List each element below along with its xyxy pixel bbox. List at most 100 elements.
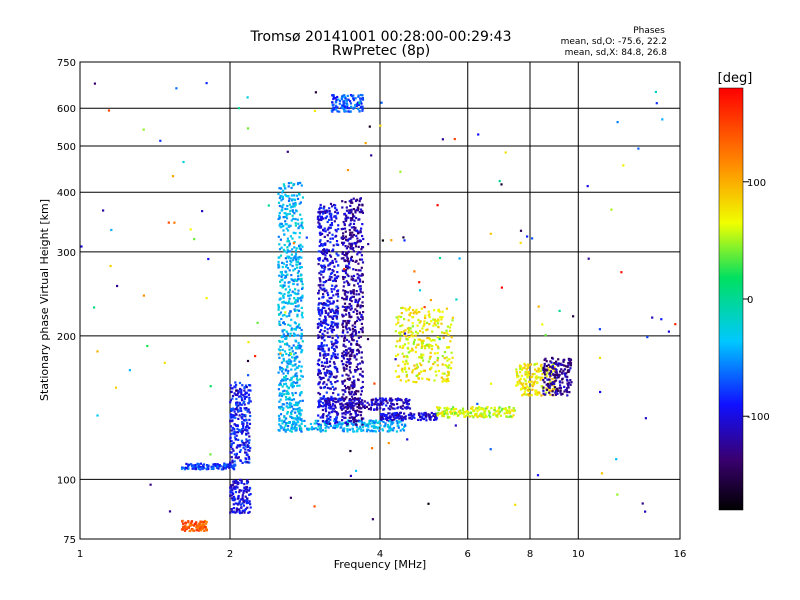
data-point <box>348 315 351 318</box>
data-point <box>325 360 329 363</box>
data-point <box>279 311 283 314</box>
data-point <box>561 392 564 395</box>
data-point <box>352 310 355 313</box>
data-point <box>351 404 354 408</box>
data-point <box>288 250 291 253</box>
data-point <box>332 248 335 251</box>
data-point <box>331 385 334 388</box>
data-point <box>357 350 360 353</box>
data-point <box>284 270 287 273</box>
data-point <box>375 400 378 404</box>
data-point <box>240 392 243 395</box>
data-point <box>294 334 297 337</box>
data-point <box>329 202 333 205</box>
data-point <box>335 275 338 278</box>
data-point <box>277 371 280 374</box>
data-point <box>412 341 416 344</box>
data-point <box>233 436 237 439</box>
data-point <box>282 357 285 360</box>
data-point <box>345 323 348 327</box>
data-point <box>291 427 294 430</box>
data-point <box>324 423 327 426</box>
data-point <box>330 288 333 291</box>
data-point <box>420 355 423 358</box>
data-point <box>564 365 568 368</box>
data-point <box>236 431 239 434</box>
data-point <box>301 287 304 290</box>
data-point <box>368 125 371 128</box>
data-point <box>341 305 344 308</box>
data-point <box>293 205 296 208</box>
data-point <box>397 426 400 429</box>
data-point <box>331 259 334 262</box>
data-point <box>343 222 346 225</box>
data-point <box>327 353 330 356</box>
data-point <box>193 467 196 470</box>
data-point <box>212 465 215 468</box>
data-point <box>300 277 303 280</box>
data-point <box>286 255 289 258</box>
data-point <box>187 464 190 468</box>
data-point <box>292 282 295 286</box>
data-point <box>248 449 251 452</box>
data-point <box>418 310 421 314</box>
data-point <box>360 254 363 257</box>
data-point <box>314 427 318 430</box>
data-point <box>641 502 644 505</box>
data-point <box>661 118 664 121</box>
data-point <box>296 366 299 369</box>
data-point <box>329 215 332 218</box>
data-point <box>195 522 198 525</box>
data-point <box>330 290 333 293</box>
data-point <box>385 417 388 420</box>
data-point <box>527 373 531 376</box>
data-point <box>397 375 401 378</box>
data-point <box>347 262 351 265</box>
data-point <box>427 378 431 381</box>
data-point <box>280 361 284 364</box>
data-point <box>520 368 523 371</box>
data-point <box>243 486 246 489</box>
data-point <box>341 251 344 254</box>
data-point <box>351 231 354 234</box>
data-point <box>348 393 351 396</box>
data-point <box>190 521 193 524</box>
data-point <box>339 403 342 406</box>
data-point <box>327 268 330 271</box>
data-point <box>346 94 349 97</box>
data-point <box>543 365 546 368</box>
data-point <box>345 354 348 357</box>
data-point <box>442 336 445 339</box>
data-point <box>277 263 280 266</box>
data-point <box>284 187 287 190</box>
data-point <box>340 335 343 338</box>
data-point <box>365 430 369 433</box>
data-point <box>334 376 337 379</box>
data-point <box>493 409 496 412</box>
data-point <box>360 258 364 261</box>
data-point <box>557 389 560 392</box>
data-point <box>554 393 557 396</box>
data-point <box>248 389 251 392</box>
data-point <box>322 259 325 262</box>
data-point <box>361 109 364 112</box>
data-point <box>357 427 360 430</box>
data-point <box>230 429 233 432</box>
data-point <box>349 219 353 222</box>
data-point <box>243 483 246 486</box>
data-point <box>383 413 386 416</box>
data-point <box>334 381 337 384</box>
data-point <box>278 274 281 277</box>
data-point <box>351 382 354 385</box>
data-point <box>568 391 571 394</box>
data-point <box>428 416 431 419</box>
data-point <box>378 397 382 400</box>
data-point <box>566 365 569 369</box>
data-point <box>242 446 245 449</box>
data-point <box>526 385 529 388</box>
data-point <box>407 367 411 370</box>
data-point <box>233 485 237 488</box>
data-point <box>328 399 331 402</box>
data-point <box>231 511 234 514</box>
data-point <box>278 187 281 190</box>
